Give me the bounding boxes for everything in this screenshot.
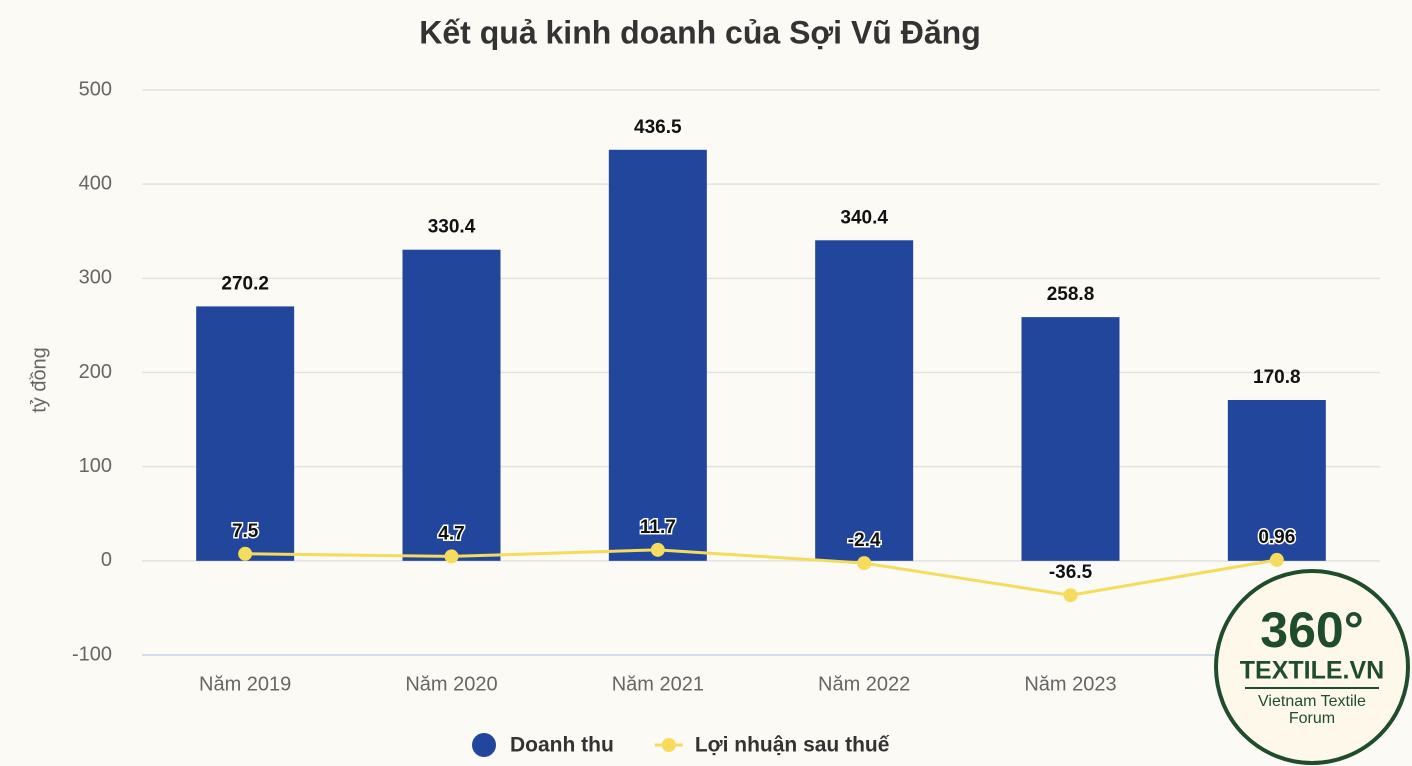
data-label: 436.5: [634, 117, 682, 138]
x-tick-label: Năm 2019: [199, 673, 291, 695]
line-point: [1063, 588, 1078, 603]
logo-tagline: Forum: [1289, 710, 1335, 727]
x-tick-label: Năm 2023: [1024, 673, 1116, 695]
logo-brand: 360°: [1260, 602, 1363, 658]
line-point: [1269, 552, 1284, 567]
data-label: 11.7: [640, 517, 676, 538]
logo-site: TEXTILE.VN: [1240, 657, 1384, 685]
data-label: 4.7: [438, 523, 464, 544]
bar: [196, 306, 295, 561]
logo-tagline: Vietnam Textile: [1258, 693, 1366, 710]
y-tick-label: 300: [79, 267, 112, 289]
line-point: [444, 549, 459, 564]
data-label: 330.4: [428, 217, 476, 238]
data-label: -36.5: [1049, 562, 1093, 583]
x-tick-label: Năm 2021: [612, 673, 704, 695]
line-point: [857, 556, 872, 571]
logo-circle: [1214, 569, 1410, 765]
y-tick-label: 0: [101, 549, 112, 571]
bar: [608, 149, 707, 561]
line: [245, 548, 1278, 597]
bar: [402, 249, 501, 561]
data-label: 270.2: [221, 273, 269, 294]
y-tick-label: -100: [72, 643, 112, 665]
legend-label: Lợi nhuận sau thuế: [695, 734, 890, 757]
legend-marker: [661, 738, 676, 752]
y-tick-label: 500: [79, 78, 112, 100]
y-tick-label: 400: [79, 172, 112, 194]
data-label: 170.8: [1253, 367, 1301, 388]
x-tick-label: Năm 2022: [818, 673, 910, 695]
data-label: 340.4: [840, 207, 888, 228]
legend-marker: [472, 733, 496, 757]
legend-label: Doanh thu: [510, 734, 614, 757]
bar: [815, 240, 914, 561]
data-label: 258.8: [1047, 284, 1095, 305]
y-axis-label: tỷ đồng: [28, 347, 50, 413]
bar: [1227, 399, 1326, 561]
bar: [1021, 317, 1120, 561]
x-tick-label: Năm 2020: [405, 673, 497, 695]
data-label: 7.5: [232, 521, 259, 542]
data-label: -2.4: [848, 530, 881, 551]
data-label: 0.96: [1258, 527, 1295, 548]
line-point: [238, 546, 253, 561]
chart-title: Kết quả kinh doanh của Sợi Vũ Đăng: [419, 14, 980, 50]
line-point: [650, 542, 665, 557]
y-tick-label: 200: [79, 361, 112, 383]
y-tick-label: 100: [79, 455, 112, 477]
